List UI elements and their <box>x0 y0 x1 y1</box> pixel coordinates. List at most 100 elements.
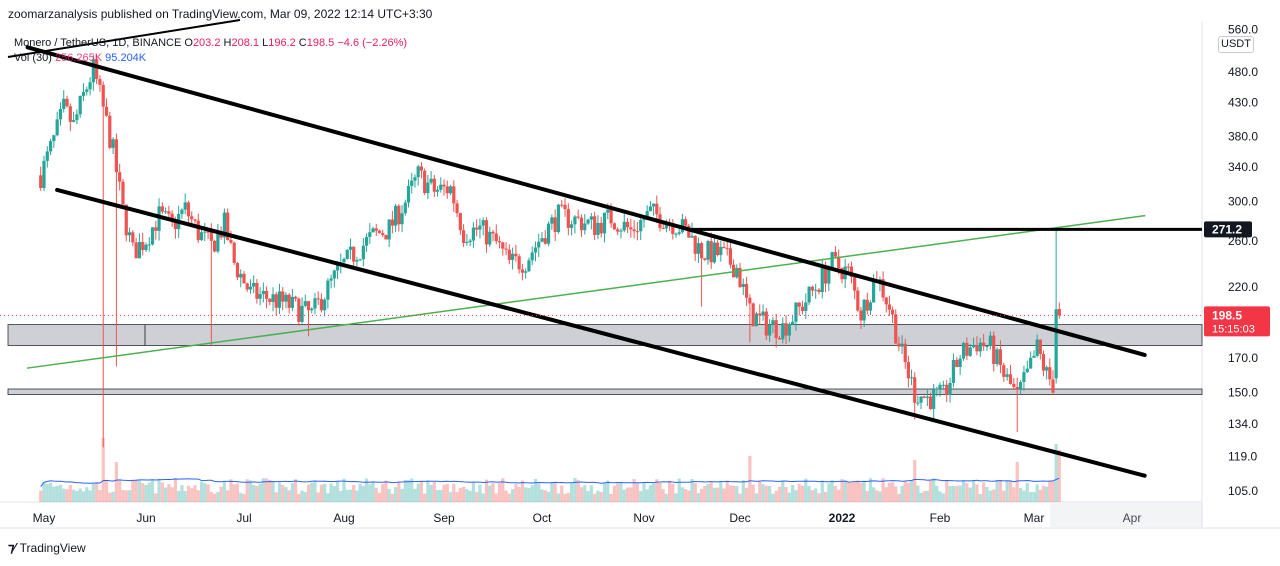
candle-body <box>58 108 63 120</box>
candle-body <box>853 277 857 291</box>
candle-body <box>1035 339 1039 356</box>
time-axis[interactable]: May Jun Jul Aug Sep Oct Nov Dec 2022 Feb Mar Apr <box>33 503 1202 527</box>
candle <box>101 81 105 448</box>
candle <box>629 218 633 238</box>
volume-bar <box>371 482 375 502</box>
volume-bar <box>543 490 547 502</box>
candle-body <box>751 303 755 327</box>
candle-body <box>193 219 197 221</box>
candle <box>462 224 466 247</box>
candle-body <box>632 229 636 232</box>
volume-bar <box>319 484 324 502</box>
drawings[interactable] <box>0 19 1202 478</box>
candle-body <box>118 172 122 182</box>
candle <box>563 198 567 217</box>
candle <box>141 232 145 256</box>
candle-body <box>504 248 508 250</box>
volume-bar <box>306 484 311 502</box>
candle-body <box>52 135 56 142</box>
candle <box>183 193 187 215</box>
legend-open: 203.2 <box>192 37 221 49</box>
candle <box>1018 380 1023 395</box>
candle-body <box>661 227 665 229</box>
candle-body <box>586 219 590 224</box>
candle <box>648 201 652 212</box>
volume-bar <box>264 478 269 502</box>
volume-bar <box>72 489 76 502</box>
volume-bar <box>712 487 716 502</box>
volume-bar <box>687 490 691 502</box>
volume-bar <box>524 487 528 502</box>
candle <box>1051 370 1055 394</box>
candle <box>144 242 148 253</box>
volume-bar <box>390 493 394 502</box>
volume-bar <box>432 481 436 502</box>
candle-body <box>488 231 492 245</box>
candle-body <box>556 204 561 233</box>
candle-body <box>429 178 433 183</box>
volume-bar <box>239 492 243 502</box>
volume-bar <box>154 493 158 502</box>
candle-body <box>1008 374 1013 384</box>
candle-body <box>764 311 768 336</box>
volume-bar <box>751 484 755 502</box>
candle-body <box>213 240 217 252</box>
volume-bar <box>121 490 125 502</box>
candle <box>958 354 962 375</box>
volume-bar <box>833 485 838 502</box>
volume-bar <box>416 483 420 502</box>
candle <box>985 345 989 351</box>
candle-body <box>1002 365 1006 377</box>
candle-body <box>458 213 462 231</box>
legend-close-label: C <box>298 37 307 49</box>
volume-bar <box>190 488 194 502</box>
candle <box>127 227 132 243</box>
candle-body <box>342 258 346 263</box>
candle <box>810 285 814 297</box>
candle <box>150 227 155 246</box>
candle <box>938 382 942 397</box>
candle-body <box>527 260 531 272</box>
volume-bar <box>550 481 554 502</box>
candle <box>222 208 226 245</box>
candle-body <box>945 384 949 395</box>
candle-body <box>65 98 69 107</box>
candle-body <box>475 227 479 230</box>
candle-body <box>206 231 210 233</box>
volume-bar <box>935 485 939 502</box>
candle-body <box>712 242 716 263</box>
candle <box>287 292 291 314</box>
candle-body <box>332 270 336 279</box>
candle-body <box>978 342 982 352</box>
candle-body <box>517 256 521 270</box>
candle <box>368 223 372 244</box>
candle-body <box>274 294 278 308</box>
candle <box>975 336 979 356</box>
candle <box>968 344 972 358</box>
price-tick-label: 300.0 <box>1228 195 1258 209</box>
volume-bar <box>481 493 485 502</box>
candle-body <box>355 260 359 262</box>
volume-bar <box>213 493 217 502</box>
volume-bar <box>1025 482 1029 502</box>
candle-body <box>45 151 49 161</box>
candle-body <box>219 232 223 238</box>
volume-bar <box>1012 487 1016 502</box>
volume-bar <box>992 489 996 502</box>
candle-body <box>390 219 394 226</box>
time-tick-label: Dec <box>729 511 750 525</box>
volume-bar <box>196 490 200 502</box>
candle <box>945 379 949 403</box>
volume-bar <box>978 493 982 502</box>
candle <box>468 238 472 247</box>
volume-bar <box>245 479 249 502</box>
candle <box>862 298 866 328</box>
price-axis[interactable]: 560.0 480.0 430.0 380.0 340.0 300.0 260.0 220.0… <box>1204 23 1270 498</box>
candle-body <box>992 335 996 365</box>
candle <box>62 90 66 113</box>
currency-badge[interactable]: USDT <box>1218 36 1254 53</box>
candle <box>881 271 885 302</box>
candle <box>134 237 138 259</box>
candle <box>814 283 818 299</box>
